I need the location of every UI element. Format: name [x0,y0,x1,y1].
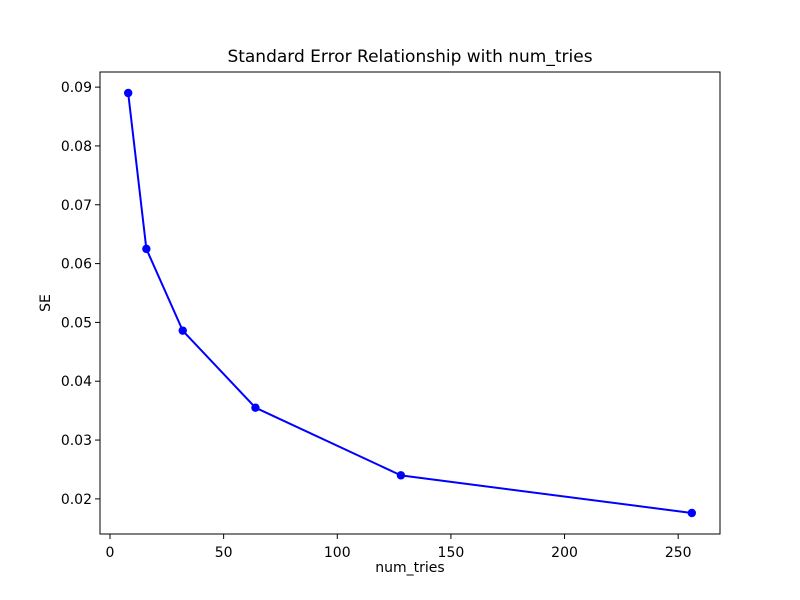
x-axis-label: num_tries [375,560,445,576]
data-point [142,244,151,254]
axes-spines [99,71,721,535]
y-axis-label: SE [38,294,54,312]
data-line [127,92,693,514]
x-tick-label: 150 [438,545,465,561]
y-tick-label: 0.09 [61,80,92,96]
x-tick-label: 200 [551,545,578,561]
x-tick-label: 250 [665,545,692,561]
y-tick-label: 0.04 [61,374,92,390]
data-point [251,403,260,412]
y-tick-label: 0.05 [61,315,92,331]
y-tick-label: 0.02 [61,492,92,508]
data-point [396,471,406,480]
x-tick-label: 50 [215,545,233,561]
x-tick-label: 100 [324,545,351,561]
chart-title: Standard Error Relationship with num_tri… [227,47,593,67]
data-point [123,88,133,98]
x-tick-label: 0 [106,545,115,561]
y-tick-label: 0.06 [61,257,92,273]
y-tick-label: 0.07 [61,198,92,214]
data-point [687,508,697,518]
data-point [178,326,187,335]
y-tick-label: 0.08 [61,139,92,155]
y-tick-label: 0.03 [61,433,92,449]
